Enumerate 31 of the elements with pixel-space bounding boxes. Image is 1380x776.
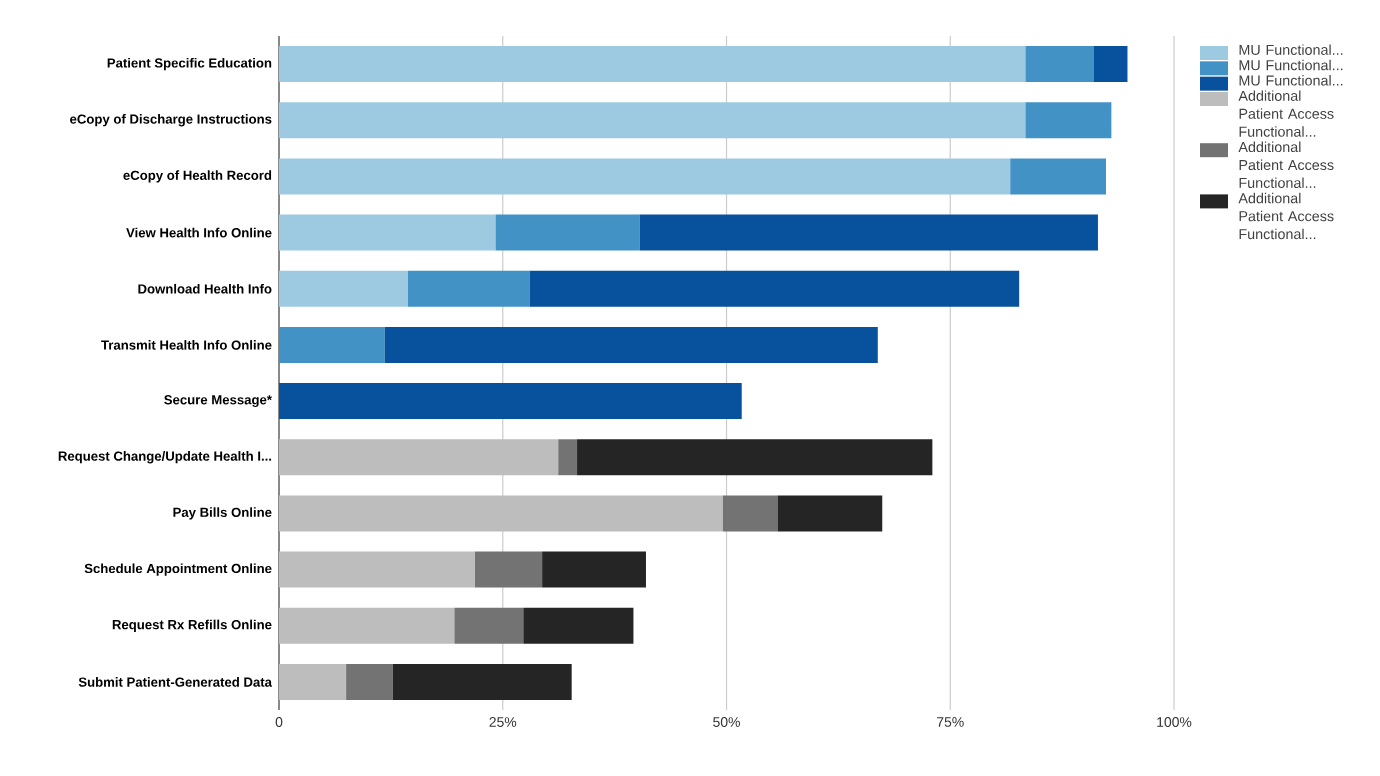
bar <box>558 439 578 476</box>
bar <box>279 663 347 700</box>
bar <box>475 551 543 588</box>
bar <box>279 158 1011 195</box>
bar <box>495 214 640 251</box>
bar <box>523 607 634 644</box>
bar <box>279 326 385 363</box>
bar <box>279 270 408 307</box>
bar <box>777 495 883 532</box>
bar <box>346 663 393 700</box>
bar <box>279 383 742 420</box>
bar <box>454 607 524 644</box>
bar <box>279 46 1026 83</box>
bar <box>577 439 933 476</box>
bar <box>639 214 1098 251</box>
bar <box>279 495 723 532</box>
bar <box>279 607 455 644</box>
bar <box>542 551 646 588</box>
bar <box>392 663 572 700</box>
bar <box>407 270 530 307</box>
bar <box>384 326 878 363</box>
bar <box>1010 158 1106 195</box>
bar <box>279 439 559 476</box>
bar <box>279 214 496 251</box>
bar <box>1025 46 1094 83</box>
bar <box>722 495 778 532</box>
bar <box>279 102 1026 139</box>
bar <box>279 551 476 588</box>
bar <box>1025 102 1112 139</box>
bar <box>1093 46 1128 83</box>
bar <box>529 270 1020 307</box>
